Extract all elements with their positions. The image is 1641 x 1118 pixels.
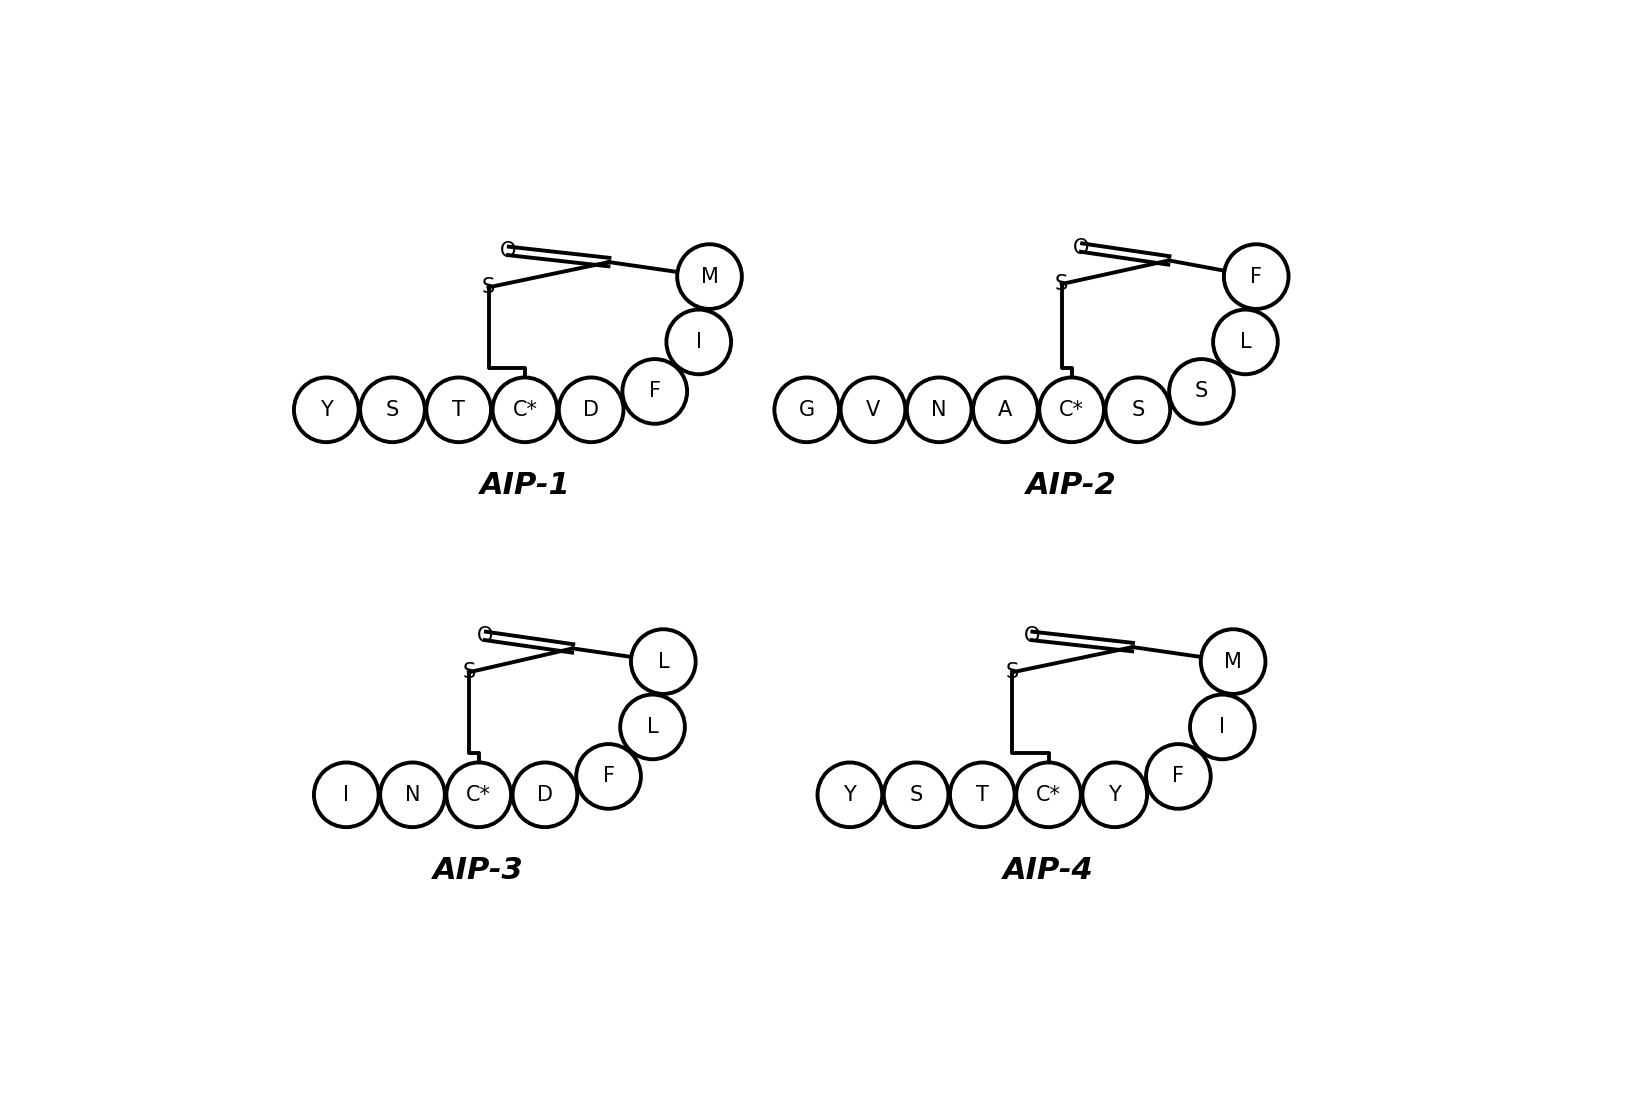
Text: S: S	[463, 662, 476, 682]
Text: AIP-3: AIP-3	[433, 856, 523, 885]
Text: C*: C*	[1035, 785, 1062, 805]
Text: AIP-2: AIP-2	[1026, 472, 1118, 501]
Text: AIP-1: AIP-1	[479, 472, 571, 501]
Circle shape	[560, 378, 624, 442]
Text: F: F	[1172, 767, 1185, 786]
Text: D: D	[537, 785, 553, 805]
Text: F: F	[648, 381, 661, 401]
Text: A: A	[998, 400, 1012, 420]
Text: C*: C*	[512, 400, 537, 420]
Circle shape	[1083, 762, 1147, 827]
Text: I: I	[1219, 717, 1226, 737]
Text: C*: C*	[1058, 400, 1085, 420]
Text: O: O	[478, 626, 494, 646]
Text: M: M	[701, 266, 719, 286]
Text: O: O	[1024, 626, 1040, 646]
Circle shape	[1168, 359, 1234, 424]
Circle shape	[620, 694, 684, 759]
Text: T: T	[976, 785, 990, 805]
Text: C*: C*	[466, 785, 491, 805]
Circle shape	[313, 762, 379, 827]
Text: L: L	[1239, 332, 1250, 352]
Circle shape	[1016, 762, 1081, 827]
Circle shape	[1201, 629, 1265, 694]
Text: D: D	[583, 400, 599, 420]
Circle shape	[817, 762, 883, 827]
Circle shape	[512, 762, 578, 827]
Text: V: V	[866, 400, 880, 420]
Text: L: L	[647, 717, 658, 737]
Text: Y: Y	[1108, 785, 1121, 805]
Text: AIP-4: AIP-4	[1003, 856, 1095, 885]
Circle shape	[840, 378, 906, 442]
Text: I: I	[343, 785, 350, 805]
Circle shape	[1190, 694, 1255, 759]
Text: O: O	[1073, 238, 1090, 257]
Text: N: N	[932, 400, 947, 420]
Text: O: O	[501, 240, 517, 260]
Text: S: S	[1131, 400, 1144, 420]
Circle shape	[775, 378, 839, 442]
Circle shape	[492, 378, 558, 442]
Text: N: N	[405, 785, 420, 805]
Text: F: F	[602, 767, 615, 786]
Circle shape	[907, 378, 971, 442]
Text: G: G	[799, 400, 816, 420]
Text: I: I	[696, 332, 702, 352]
Text: M: M	[1224, 652, 1242, 672]
Circle shape	[359, 378, 425, 442]
Circle shape	[622, 359, 688, 424]
Circle shape	[678, 244, 742, 309]
Text: Y: Y	[320, 400, 333, 420]
Circle shape	[632, 629, 696, 694]
Circle shape	[1106, 378, 1170, 442]
Text: S: S	[909, 785, 922, 805]
Circle shape	[950, 762, 1014, 827]
Circle shape	[294, 378, 359, 442]
Text: S: S	[1055, 274, 1068, 294]
Circle shape	[1224, 244, 1288, 309]
Text: L: L	[658, 652, 670, 672]
Circle shape	[446, 762, 510, 827]
Text: T: T	[453, 400, 464, 420]
Circle shape	[1039, 378, 1104, 442]
Text: S: S	[386, 400, 399, 420]
Circle shape	[884, 762, 948, 827]
Circle shape	[576, 745, 642, 808]
Text: S: S	[1006, 662, 1019, 682]
Circle shape	[666, 310, 732, 375]
Text: Y: Y	[843, 785, 857, 805]
Circle shape	[973, 378, 1037, 442]
Text: S: S	[482, 277, 496, 297]
Circle shape	[381, 762, 445, 827]
Circle shape	[1145, 745, 1211, 808]
Text: S: S	[1195, 381, 1208, 401]
Circle shape	[427, 378, 491, 442]
Circle shape	[1213, 310, 1278, 375]
Text: F: F	[1250, 266, 1262, 286]
